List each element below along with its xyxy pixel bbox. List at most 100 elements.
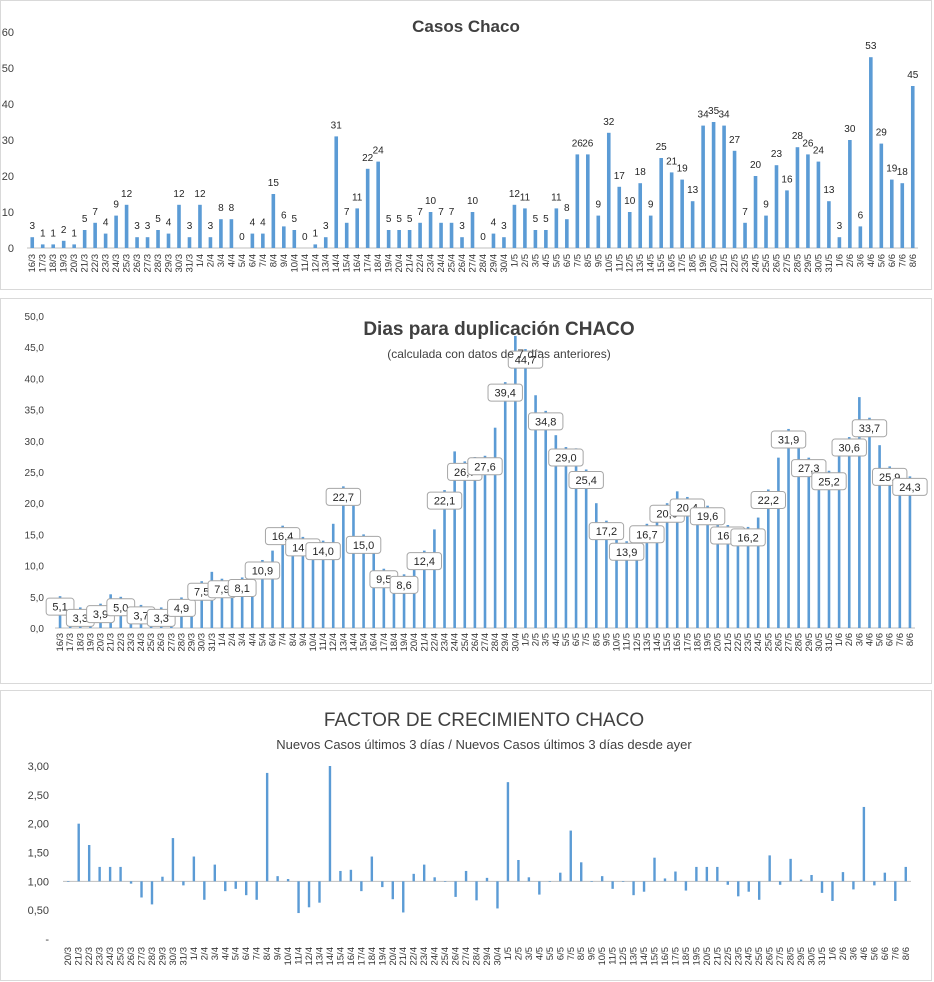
x-tick-label: 19/4 (384, 254, 395, 273)
x-tick-label: 23/4 (419, 947, 430, 966)
data-label: 22 (362, 153, 374, 164)
x-tick-label: 15/5 (662, 633, 673, 652)
x-tick-label: 27/4 (461, 947, 472, 966)
data-label: 7 (92, 207, 98, 218)
x-tick-label: 17/4 (356, 947, 367, 966)
bar (596, 215, 601, 248)
y-tick-label: 30,0 (25, 437, 45, 448)
x-tick-label: 31/5 (824, 633, 835, 652)
x-tick-label: 21/4 (405, 254, 416, 273)
bar (789, 858, 792, 882)
data-label: 18 (897, 167, 909, 178)
bar (514, 335, 517, 628)
bar (443, 490, 446, 628)
x-tick-label: 8/6 (908, 254, 919, 267)
x-tick-label: 8/5 (583, 254, 594, 267)
bar (726, 525, 730, 628)
bar (334, 136, 339, 248)
x-tick-label: 26/3 (126, 947, 137, 966)
bar (904, 866, 907, 882)
x-tick-label: 16/5 (667, 254, 678, 273)
bar (433, 877, 436, 882)
bar (491, 233, 496, 248)
bar (219, 219, 223, 248)
x-tick-label: 20/4 (409, 633, 420, 652)
x-tick-label: 10/5 (612, 633, 623, 652)
bar (655, 507, 659, 628)
data-label-box (325, 487, 362, 506)
data-label: 19,6 (697, 511, 718, 523)
x-tick-label: 19/5 (703, 633, 714, 652)
bar (150, 881, 154, 905)
bar (449, 222, 454, 248)
x-tick-label: 19/5 (698, 254, 709, 273)
bar (799, 879, 803, 882)
bar (690, 201, 695, 248)
bar (642, 881, 646, 892)
bar (910, 86, 915, 248)
chart-subtitle: Nuevos Casos últimos 3 días / Nuevos Cas… (276, 737, 692, 752)
bar (806, 154, 810, 248)
data-label: 0 (239, 232, 245, 243)
data-label: 4 (250, 218, 256, 229)
x-tick-label: 5/5 (551, 254, 562, 267)
y-tick-label: 40,0 (25, 374, 45, 385)
x-tick-label: 31/5 (824, 254, 835, 273)
x-tick-label: 26/4 (457, 254, 468, 273)
x-tick-label: 9/4 (273, 947, 284, 960)
x-tick-label: 17/4 (363, 254, 374, 273)
bar (493, 427, 497, 628)
x-tick-label: 26/4 (451, 947, 462, 966)
x-tick-label: 22/3 (116, 633, 127, 652)
x-tick-label: 16/5 (672, 633, 683, 652)
x-tick-label: 29/3 (187, 633, 198, 652)
data-label-box (244, 561, 281, 580)
x-tick-label: 4/5 (551, 633, 562, 646)
data-label: 14,0 (312, 546, 333, 558)
bar (580, 862, 583, 882)
data-label: 29,0 (555, 453, 576, 465)
data-label: 9,5 (376, 574, 391, 586)
data-label: 7 (742, 207, 748, 218)
x-tick-label: 24/5 (753, 633, 764, 652)
x-tick-label: 3/6 (855, 254, 866, 267)
x-tick-label: 16/4 (346, 947, 357, 966)
y-tick-label: 30 (2, 135, 14, 147)
x-tick-label: 24/3 (136, 633, 147, 652)
x-tick-label: 27/5 (782, 254, 793, 273)
bar (365, 168, 370, 248)
x-tick-label: 4/6 (864, 633, 875, 646)
bar (114, 215, 118, 248)
data-label: 22,7 (333, 492, 354, 504)
bar (795, 147, 800, 248)
bar (483, 455, 487, 628)
data-label: 5 (533, 214, 539, 225)
bar (862, 806, 866, 882)
bar (261, 233, 265, 248)
bar (827, 201, 831, 248)
bar (523, 208, 527, 248)
data-label: 3 (145, 221, 151, 232)
x-tick-label: 18/5 (681, 947, 692, 966)
data-label: 3,9 (93, 609, 108, 621)
data-label-box (770, 430, 807, 449)
bar (527, 877, 531, 882)
data-label: 19 (886, 164, 898, 175)
x-tick-label: 21/4 (419, 633, 430, 652)
bar (454, 881, 457, 897)
bar (648, 215, 653, 248)
y-tick-label: 50 (2, 63, 14, 75)
bar (391, 881, 394, 900)
bar (261, 559, 264, 628)
data-label-box (426, 491, 463, 510)
y-tick-label: 0 (8, 243, 14, 255)
dias-duplicacion-chart-panel: 0,0 5,0 10,0 15,0 20,0 25,0 30,0 35,0 40,0 45,0 50… (0, 298, 932, 684)
data-label: 39,4 (495, 388, 516, 400)
bar (307, 881, 311, 908)
bar (145, 237, 150, 248)
x-tick-label: 13/5 (629, 947, 640, 966)
x-tick-label: 23/4 (440, 633, 451, 652)
x-tick-label: 8/6 (901, 947, 912, 960)
data-label: 5,1 (52, 602, 67, 614)
